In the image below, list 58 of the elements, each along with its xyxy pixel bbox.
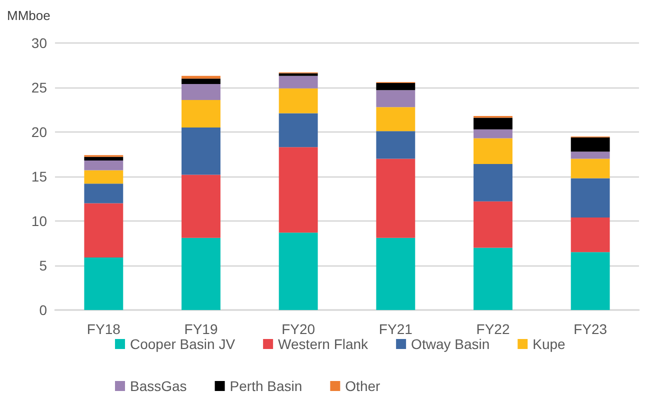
bar [84, 170, 124, 184]
y-tick-label: 0 [39, 302, 48, 318]
bar [84, 156, 124, 160]
bar [278, 73, 318, 76]
bar [376, 90, 416, 108]
bar [84, 203, 124, 258]
bar [376, 107, 416, 132]
legend-label: Other [345, 378, 381, 394]
bar [84, 257, 124, 310]
y-tick-label: 20 [31, 124, 48, 140]
bar [84, 184, 124, 204]
bar [182, 174, 220, 238]
legend-label: BassGas [130, 378, 187, 394]
x-tick-label: FY23 [574, 321, 608, 337]
bar [278, 147, 318, 233]
bar [570, 217, 610, 252]
bar [182, 78, 220, 84]
bar [278, 113, 318, 148]
bar [570, 137, 610, 152]
x-tick-label: FY20 [282, 321, 316, 337]
y-tick-label: 10 [31, 213, 48, 229]
y-axis-title: MMboe [7, 8, 50, 23]
bar [570, 152, 610, 159]
bar [278, 76, 318, 88]
bar [570, 178, 610, 218]
y-tick-label: 25 [31, 80, 48, 96]
bar [570, 158, 610, 178]
y-tick-label: 15 [31, 168, 48, 184]
bar [376, 238, 416, 310]
bar [278, 88, 318, 114]
legend-label: Otway Basin [411, 336, 490, 352]
bar [376, 83, 416, 90]
bar [182, 128, 220, 175]
bar [570, 252, 610, 310]
legend-label: Perth Basin [230, 378, 302, 394]
bar [474, 248, 512, 310]
bar [182, 100, 220, 128]
legend-label: Kupe [532, 336, 566, 352]
x-tick-label: FY18 [86, 321, 121, 337]
x-tick-label: FY19 [184, 321, 218, 337]
bar [182, 76, 220, 79]
bar [278, 232, 318, 310]
bar [474, 201, 512, 248]
x-tick-label: FY21 [378, 321, 413, 337]
bar [376, 131, 416, 159]
bar [474, 138, 512, 164]
bar [182, 84, 220, 100]
bar [182, 238, 220, 310]
bar [474, 164, 512, 202]
y-tick-label: 30 [31, 35, 48, 51]
bar [474, 118, 512, 130]
legend-label: Cooper Basin JV [130, 336, 236, 352]
bar [474, 129, 512, 138]
bar [376, 158, 416, 238]
y-tick-label: 5 [39, 258, 48, 274]
legend-label: Western Flank [278, 336, 370, 352]
x-tick-label: FY22 [476, 321, 510, 337]
bar [84, 160, 124, 170]
